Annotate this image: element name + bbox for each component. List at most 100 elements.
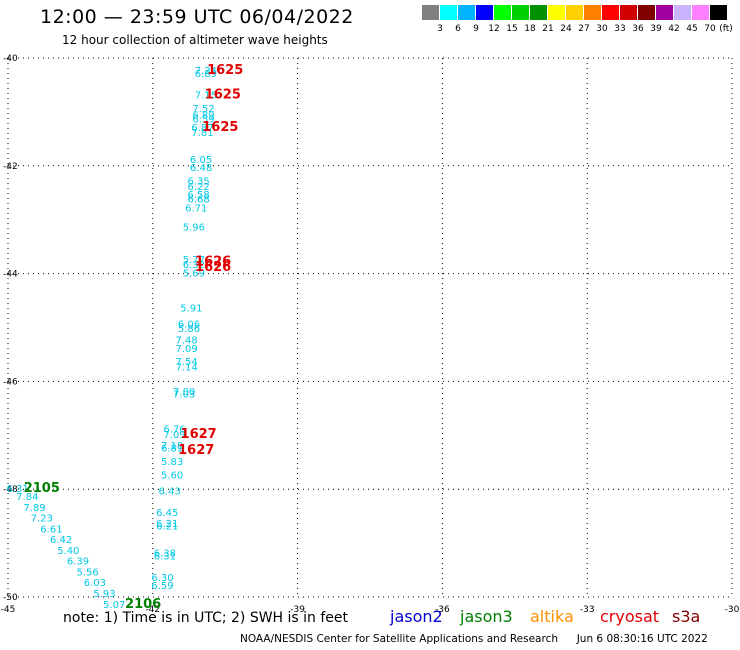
lon-tick-label: -42: [145, 605, 160, 615]
swh-label: 6.59: [192, 115, 214, 126]
satellite-jason2: jason2: [390, 607, 443, 626]
lon-tick-label: -36: [435, 605, 450, 615]
swh-label: 5.83: [161, 457, 183, 468]
swh-label: 7.81: [191, 128, 213, 139]
swh-label: 6.43: [159, 487, 181, 498]
legend-swatch: [692, 5, 709, 20]
footnote: note: 1) Time is in UTC; 2) SWH is in fe…: [63, 610, 349, 626]
swh-label: 7.84: [16, 492, 38, 503]
legend-swatch: [458, 5, 475, 20]
chart-title: 12:00 — 23:59 UTC 06/04/2022: [40, 6, 354, 28]
lat-tick-label: -44: [3, 270, 18, 280]
legend-label: 24: [560, 24, 572, 34]
swh-label: 6.35: [188, 177, 210, 188]
legend-swatch: [476, 5, 493, 20]
legend-swatch: [602, 5, 619, 20]
generated-timestamp: Jun 6 08:30:16 UTC 2022: [576, 633, 708, 645]
swh-label: 6.87: [191, 123, 213, 134]
lat-tick-label: -46: [3, 377, 18, 387]
legend-swatch: [674, 5, 691, 20]
swh-label: 5.60: [161, 470, 183, 481]
swh-label: 7.03: [173, 390, 195, 401]
lon-tick-label: -33: [580, 605, 595, 615]
swh-label: 7.09: [175, 344, 197, 355]
lat-tick-label: -42: [3, 162, 18, 172]
swh-label: 6.21: [156, 522, 178, 533]
legend-swatch: [620, 5, 637, 20]
swh-label: 5.07: [103, 600, 125, 611]
time-label: 1625: [202, 120, 238, 135]
swh-label: 7.89: [23, 503, 45, 514]
time-label: 1627: [178, 443, 214, 458]
legend-label: 15: [506, 24, 518, 34]
swh-label: 6.38: [154, 549, 176, 560]
swh-label: 6.21: [156, 519, 178, 530]
time-label: 1626: [195, 260, 231, 275]
time-label: 1627: [181, 427, 217, 442]
legend-swatch: [566, 5, 583, 20]
swh-label: 6.42: [50, 535, 72, 546]
swh-label: 7.09: [163, 430, 185, 441]
time-label: 2106: [125, 597, 161, 612]
lon-tick-label: -39: [290, 605, 305, 615]
swh-label: 6.89: [195, 69, 217, 80]
satellite-s3a: s3a: [672, 607, 701, 626]
legend-label: 42: [668, 24, 680, 34]
legend-label: 27: [578, 24, 590, 34]
swh-label: 6.71: [185, 204, 207, 215]
swh-label: 6.06: [178, 320, 200, 331]
swh-label: 5.96: [183, 222, 205, 233]
legend-label: 9: [473, 24, 479, 34]
swh-label: 6.32: [183, 260, 205, 271]
time-label: 1625: [205, 87, 241, 102]
legend-swatch: [512, 5, 529, 20]
swh-label: 6.61: [40, 524, 62, 535]
swh-label: 6.31: [7, 484, 29, 495]
credit-text: NOAA/NESDIS Center for Satellite Applica…: [240, 633, 558, 645]
swh-label: 6.31: [154, 551, 176, 562]
satellite-jason3: jason3: [460, 607, 513, 626]
legend-label: 12: [488, 24, 500, 34]
legend-label: 6: [455, 24, 461, 34]
swh-label: 7.18: [161, 441, 183, 452]
legend-swatch: [530, 5, 547, 20]
legend-label: 30: [596, 24, 608, 34]
lon-tick-label: -45: [1, 605, 16, 615]
legend-swatch: [548, 5, 565, 20]
swh-label: 6.48: [190, 163, 212, 174]
swh-label: 7.52: [192, 104, 214, 115]
swh-label: 6.05: [190, 155, 212, 166]
swh-label: 6.59: [151, 581, 173, 592]
swh-label: 5.86: [178, 324, 200, 335]
credit-line: NOAA/NESDIS Center for Satellite Applica…: [240, 633, 708, 645]
swh-label: 6.39: [67, 557, 89, 568]
swh-label: 6.22: [188, 182, 210, 193]
swh-label: 7.24: [195, 66, 217, 77]
legend-label: 39: [650, 24, 662, 34]
swh-label: 6.68: [188, 194, 210, 205]
lon-tick-label: -30: [725, 605, 740, 615]
legend-label: 70: [704, 24, 716, 34]
legend-swatch: [422, 5, 439, 20]
swh-label: 5.40: [57, 546, 79, 557]
swh-label: 7.00: [173, 387, 195, 398]
chart-subtitle: 12 hour collection of altimeter wave hei…: [62, 33, 328, 47]
time-label: 2105: [24, 481, 60, 496]
legend-swatch: [584, 5, 601, 20]
swh-label: 6.89: [192, 110, 214, 121]
swh-label: 7.23: [31, 514, 53, 525]
satellite-cryosat: cryosat: [600, 607, 660, 626]
time-label: 1626: [195, 255, 231, 270]
swh-label: 7.14: [175, 363, 197, 374]
swh-label: 6.03: [84, 578, 106, 589]
swh-label: 7.15: [195, 90, 217, 101]
time-label: 1625: [207, 63, 243, 78]
legend-label: 18: [524, 24, 536, 34]
swh-label: 6.76: [163, 425, 185, 436]
legend-label: 45: [686, 24, 698, 34]
swh-label: 5.77: [183, 255, 205, 266]
legend-label: 33: [614, 24, 626, 34]
swh-label: 6.81: [161, 443, 183, 454]
swh-label: 6.58: [188, 190, 210, 201]
lat-tick-label: -50: [3, 593, 18, 603]
